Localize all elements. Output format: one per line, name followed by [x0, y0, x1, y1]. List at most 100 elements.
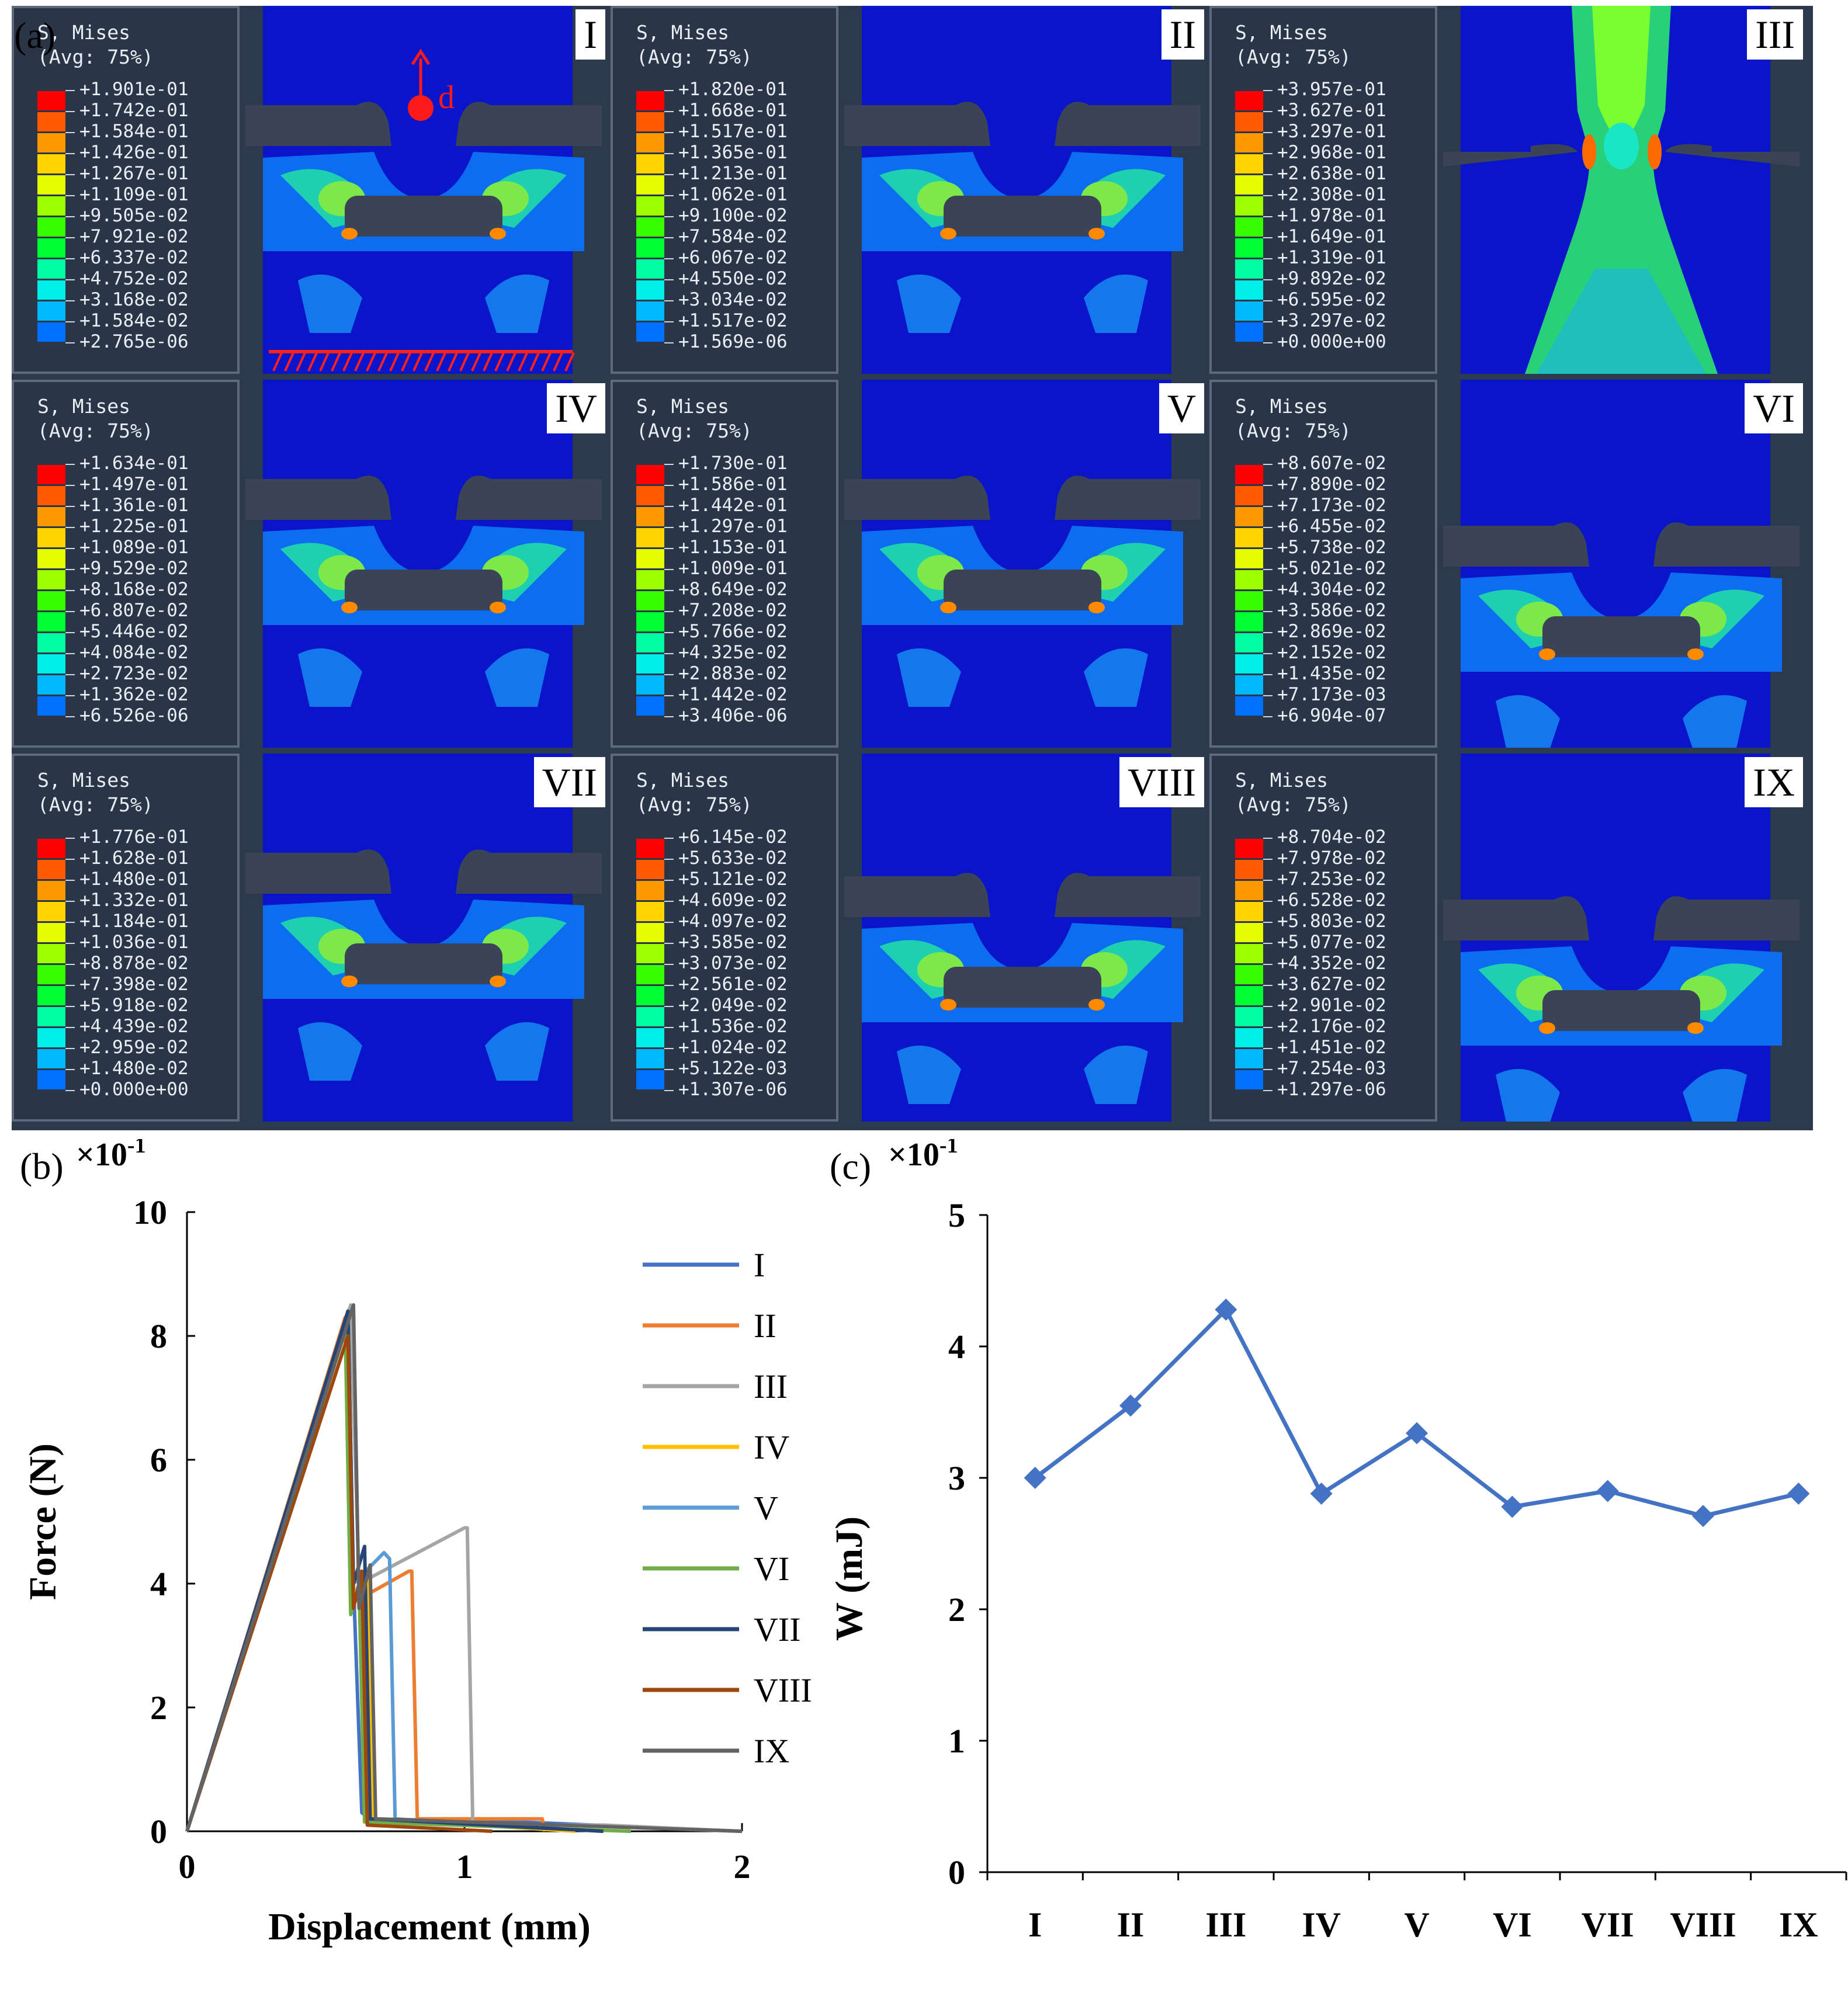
legend-value: +4.097e-02: [678, 911, 788, 932]
fem-void: [1055, 102, 1201, 146]
legend-tick: [664, 632, 674, 633]
y-tick-label: 2: [948, 1591, 965, 1629]
fem-stress-band: [1525, 6, 1718, 374]
legend-swatch: [1235, 280, 1263, 300]
legend-value: +7.398e-02: [79, 974, 189, 995]
fem-stress-band: [897, 275, 961, 333]
fem-stress-band: [298, 275, 362, 333]
legend-swatch: [636, 175, 664, 195]
legend-tick: [65, 132, 75, 133]
fem-cell: S, Mises (Avg: 75%) +3.957e-01 +3.627e-01 +3…: [1209, 6, 1805, 377]
legend-swatch: [1235, 301, 1263, 321]
legend-swatch: [37, 549, 65, 568]
legend-tick: [664, 985, 674, 986]
legend-tick: [65, 485, 75, 486]
legend-swatch: [1235, 860, 1263, 879]
legend-tick: [664, 674, 674, 675]
fem-cell: S, Mises (Avg: 75%) +1.901e-01 +1.742e-01 +1…: [12, 6, 608, 377]
legend-swatch: [1235, 465, 1263, 484]
legend-swatch: [1235, 696, 1263, 716]
legend-tick: [1263, 674, 1273, 675]
fem-void: [345, 196, 502, 237]
x-tick-label: VIII: [1670, 1905, 1736, 1944]
fem-stress-band: [1084, 275, 1148, 333]
legend-tick: [1263, 859, 1273, 860]
legend-value: +1.297e-01: [678, 516, 788, 537]
legend-tick: [65, 195, 75, 196]
fem-void: [944, 196, 1101, 237]
legend-tick: [1263, 964, 1273, 965]
fem-stress-hotspot: [1539, 648, 1555, 660]
legend-value: +3.297e-01: [1277, 121, 1386, 142]
legend-tick: [1263, 342, 1273, 343]
legend-value: +1.584e-02: [79, 310, 189, 331]
legend-value: +1.225e-01: [79, 516, 189, 537]
fem-void: [844, 475, 990, 520]
legend-value: +5.077e-02: [1277, 932, 1386, 953]
legend-swatch: [1235, 154, 1263, 173]
legend-value: +1.435e-02: [1277, 663, 1386, 684]
legend-swatch: [37, 591, 65, 610]
legend-value: +1.649e-01: [1277, 226, 1386, 247]
legend-tick: [1263, 300, 1273, 301]
legend-tick: [1263, 174, 1273, 175]
legend-avg: (Avg: 75%): [636, 793, 753, 816]
legend-tick: [65, 569, 75, 570]
legend-swatch: [636, 839, 664, 858]
legend-tick: [664, 859, 674, 860]
series-line-V: [185, 1309, 604, 1833]
legend-value: +2.152e-02: [1277, 642, 1386, 663]
legend-swatch: [1235, 322, 1263, 342]
legend-tick: [65, 964, 75, 965]
legend-tick: [1263, 195, 1273, 196]
legend-swatch: [37, 1007, 65, 1026]
legend-value: +4.084e-02: [79, 642, 189, 663]
legend-swatch: [37, 881, 65, 900]
legend-title: S, Mises: [37, 395, 130, 418]
legend-tick: [1263, 1048, 1273, 1049]
legend-value: +4.752e-02: [79, 268, 189, 289]
contour-legend: S, Mises (Avg: 75%) +1.901e-01 +1.742e-01 +1…: [12, 6, 240, 374]
legend-swatch: [37, 91, 65, 110]
legend-value: +7.584e-02: [678, 226, 788, 247]
legend-value: +1.978e-01: [1277, 205, 1386, 226]
load-arrow-head: [411, 48, 431, 65]
fem-stress-band: [1084, 648, 1148, 707]
legend-tick: [1263, 922, 1273, 923]
legend-tick: [664, 321, 674, 322]
legend-swatch: [37, 612, 65, 631]
legend-swatch: [37, 654, 65, 674]
series-line-VIII: [185, 1334, 493, 1833]
legend-tick: [65, 548, 75, 549]
legend-swatch: [636, 1049, 664, 1068]
legend-swatch: [1235, 881, 1263, 900]
fixed-boundary-hatch: [541, 352, 552, 372]
legend-swatch: [1235, 839, 1263, 858]
fem-void: [245, 849, 391, 894]
fixed-boundary-hatch: [319, 352, 330, 372]
legend-value: +7.921e-02: [79, 226, 189, 247]
fixed-boundary-hatch: [564, 352, 575, 372]
legend-value: +1.480e-02: [79, 1058, 189, 1079]
fixed-boundary-hatch: [331, 352, 341, 372]
x-tick-label: II: [1117, 1905, 1145, 1944]
fem-void: [1055, 475, 1201, 520]
load-point: [408, 95, 434, 121]
legend-avg: (Avg: 75%): [37, 793, 154, 816]
legend-value: +2.901e-02: [1277, 995, 1386, 1016]
legend-tick: [1263, 695, 1273, 696]
fem-panel-grid: S, Mises (Avg: 75%) +1.901e-01 +1.742e-01 +1…: [12, 6, 1813, 1130]
fixed-boundary-hatch: [448, 352, 458, 372]
legend-avg: (Avg: 75%): [37, 46, 154, 68]
legend-swatch: [37, 486, 65, 505]
legend-value: +2.308e-01: [1277, 184, 1386, 205]
legend-value: +0.000e+00: [79, 1079, 189, 1100]
fem-stress-hotspot: [940, 999, 956, 1011]
legend-swatch: [1235, 654, 1263, 674]
fem-stress-hotspot: [490, 976, 506, 987]
legend-swatch: [1235, 612, 1263, 631]
fem-stress-hotspot: [1687, 648, 1704, 660]
legend-tick: [65, 174, 75, 175]
fixed-boundary-hatch: [553, 352, 563, 372]
